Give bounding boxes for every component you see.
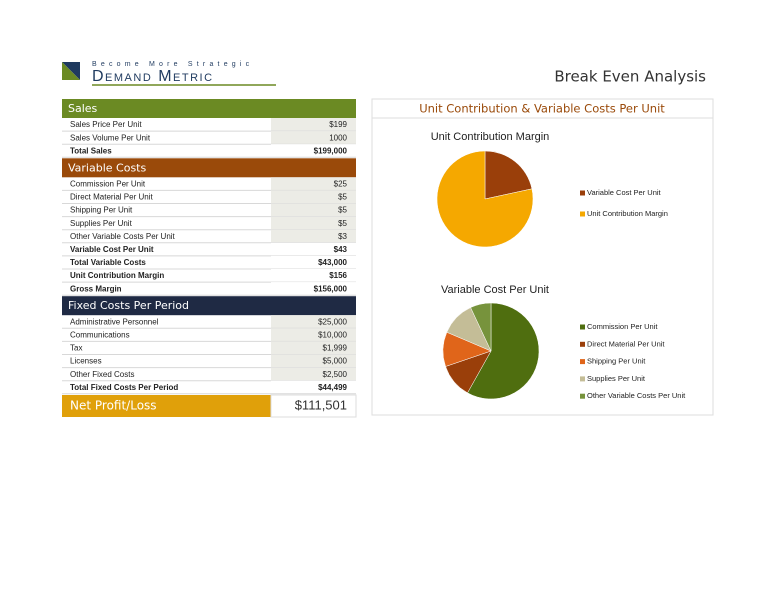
legend-label: Other Variable Costs Per Unit	[587, 391, 686, 400]
row-label: Variable Cost Per Unit	[70, 245, 154, 254]
row-label: Tax	[70, 344, 82, 353]
row-value: $5	[338, 193, 347, 202]
row-value: $156,000	[314, 284, 348, 293]
value-cell	[271, 177, 356, 191]
value-cell	[271, 367, 356, 381]
row-label: Commission Per Unit	[70, 179, 146, 188]
value-cell	[271, 282, 356, 296]
row-label: Gross Margin	[70, 284, 122, 293]
legend-label: Direct Material Per Unit	[587, 339, 665, 348]
legend-swatch	[580, 190, 585, 196]
section-title: Variable Costs	[68, 161, 146, 174]
pie-slice	[484, 150, 533, 200]
row-value: $10,000	[318, 330, 347, 339]
chart-title: Unit Contribution Margin	[431, 131, 550, 143]
row-label: Other Fixed Costs	[70, 370, 134, 379]
legend-swatch	[580, 393, 585, 399]
row-label: Total Fixed Costs Per Period	[70, 383, 178, 392]
row-label: Sales Price Per Unit	[70, 120, 142, 129]
value-cell	[271, 203, 356, 217]
value-cell	[271, 341, 356, 355]
value-cell	[271, 118, 356, 132]
chart-title: Variable Cost Per Unit	[441, 284, 549, 296]
row-label: Licenses	[70, 357, 102, 366]
legend-label: Commission Per Unit	[587, 322, 658, 331]
brand: Demand Metric	[92, 68, 214, 85]
legend-swatch	[580, 211, 585, 217]
section-header	[62, 296, 356, 316]
row-value: $156	[329, 271, 347, 280]
value-cell	[271, 190, 356, 204]
row-value: $3	[338, 232, 347, 241]
row-value: $2,500	[323, 370, 348, 379]
row-value: $5,000	[323, 357, 348, 366]
row-label: Supplies Per Unit	[70, 219, 133, 228]
panel-title: Unit Contribution & Variable Costs Per U…	[419, 102, 665, 116]
value-cell	[271, 354, 356, 368]
row-value: $1,999	[323, 344, 348, 353]
row-value: $25,000	[318, 317, 347, 326]
section-header	[62, 99, 356, 118]
page-title: Break Even Analysis	[554, 68, 706, 86]
row-label: Shipping Per Unit	[70, 206, 133, 215]
net-label: Net Profit/Loss	[70, 399, 157, 413]
value-cell	[271, 328, 356, 342]
logo	[62, 62, 80, 80]
legend-swatch	[580, 341, 585, 347]
value-cell	[271, 216, 356, 230]
value-cell	[271, 315, 356, 329]
value-cell	[271, 242, 356, 256]
row-label: Unit Contribution Margin	[70, 271, 164, 280]
legend-label: Supplies Per Unit	[587, 374, 646, 383]
row-value: 1000	[329, 133, 347, 142]
row-label: Total Variable Costs	[70, 258, 146, 267]
row-value: $43	[334, 245, 348, 254]
row-value: $199,000	[314, 146, 348, 155]
row-value: $5	[338, 219, 347, 228]
section-header	[62, 158, 356, 178]
value-cell	[271, 255, 356, 269]
net-value-cell	[270, 394, 357, 418]
row-value: $25	[334, 179, 348, 188]
row-value: $43,000	[318, 258, 347, 267]
net-label-cell	[62, 395, 271, 417]
row-label: Other Variable Costs Per Unit	[70, 232, 176, 241]
value-cell	[271, 269, 356, 283]
pie-slice	[467, 302, 540, 400]
legend-label: Variable Cost Per Unit	[587, 188, 662, 197]
row-label: Administrative Personnel	[70, 317, 159, 326]
legend-swatch	[580, 376, 585, 382]
net-value: $111,501	[295, 397, 347, 412]
row-value: $5	[338, 206, 347, 215]
legend-swatch	[580, 359, 585, 365]
chart-panel	[371, 98, 714, 416]
value-cell	[271, 229, 356, 243]
legend-swatch	[580, 324, 585, 330]
value-cell	[271, 131, 356, 145]
section-title: Fixed Costs Per Period	[68, 299, 189, 312]
tagline: Become More Strategic	[92, 61, 253, 68]
section-title: Sales	[68, 102, 98, 115]
legend-label: Unit Contribution Margin	[587, 209, 668, 218]
row-label: Direct Material Per Unit	[70, 193, 153, 202]
pie-slice	[436, 150, 534, 248]
row-value: $199	[329, 120, 347, 129]
value-cell	[271, 144, 356, 158]
row-value: $44,499	[318, 383, 347, 392]
pie-slice	[470, 302, 492, 352]
row-label: Total Sales	[70, 146, 112, 155]
row-label: Communications	[70, 330, 130, 339]
legend-label: Shipping Per Unit	[587, 357, 646, 366]
value-cell	[271, 380, 356, 394]
row-label: Sales Volume Per Unit	[70, 133, 151, 142]
